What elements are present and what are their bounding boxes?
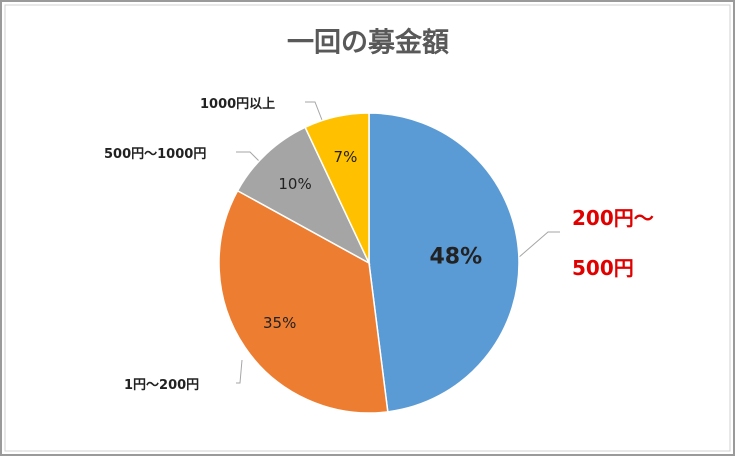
category-label: 1000円以上 [200,97,276,112]
value-label: 7% [334,148,358,166]
value-label: 10% [278,175,311,193]
pie-slice [218,189,389,414]
inner-frame [4,4,731,452]
leader-lines [236,101,560,384]
value-label: 35% [263,314,296,332]
pie-slice [236,126,371,265]
chart-title: 一回の募金額 [287,27,449,59]
pie-slice [304,112,370,264]
pie-slice [368,112,520,413]
category-label: 200円～500円 [572,206,654,280]
category-label: 1円～200円 [124,378,200,393]
category-label: 500円～1000円 [104,147,207,162]
value-label: 48% [429,245,482,270]
